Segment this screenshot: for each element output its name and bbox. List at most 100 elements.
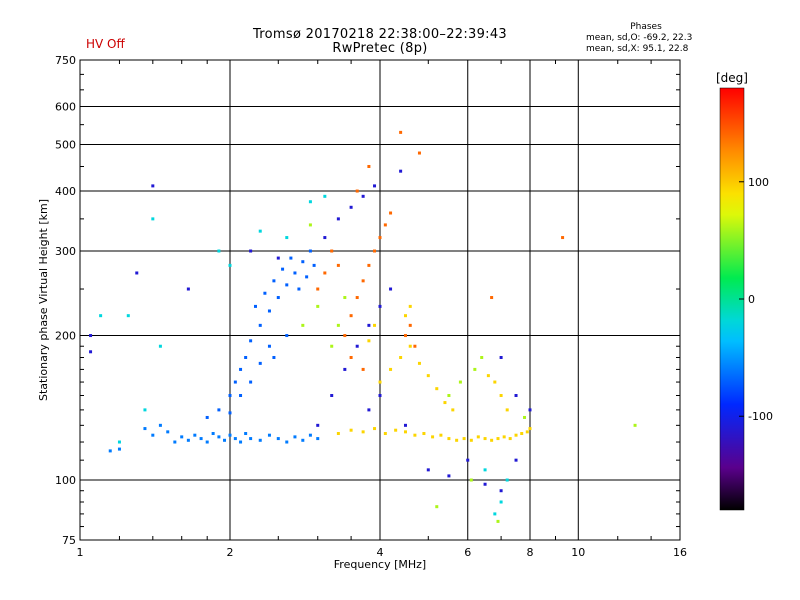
data-point — [493, 380, 497, 384]
data-point — [205, 415, 209, 419]
data-point — [367, 408, 371, 412]
x-tick-label: 16 — [673, 546, 687, 559]
data-point — [135, 271, 139, 275]
data-point — [330, 249, 334, 253]
data-point — [349, 428, 353, 432]
data-point — [193, 433, 197, 437]
data-point — [239, 367, 243, 371]
y-tick-label: 75 — [62, 534, 76, 547]
data-point — [490, 438, 494, 442]
data-point — [483, 468, 487, 472]
data-point — [469, 478, 473, 482]
data-point — [367, 164, 371, 168]
data-point — [199, 437, 203, 441]
data-point — [483, 437, 487, 441]
data-point — [267, 433, 271, 437]
data-point — [143, 427, 147, 431]
data-point — [244, 432, 248, 436]
data-point — [451, 408, 455, 412]
data-point — [249, 380, 253, 384]
data-point — [289, 256, 293, 260]
data-point — [383, 223, 387, 227]
phase-stats-x: mean, sd,X: 95.1, 22.8 — [586, 44, 689, 54]
data-point — [205, 440, 209, 444]
x-tick-label: 6 — [464, 546, 471, 559]
data-point — [323, 271, 327, 275]
data-point — [361, 194, 365, 198]
phase-stats-o: mean, sd,O: -69.2, 22.3 — [586, 33, 693, 43]
data-point — [336, 323, 340, 327]
data-point — [258, 229, 262, 233]
phase-colorbar: [deg] 100 0 -100 — [716, 71, 773, 511]
data-point — [316, 437, 320, 441]
data-point — [490, 296, 494, 300]
chart-subtitle: RwPretec (8p) — [332, 41, 428, 56]
data-point — [435, 387, 439, 391]
data-point — [108, 449, 112, 453]
data-point — [528, 408, 532, 412]
data-point — [158, 423, 162, 427]
data-point — [285, 283, 289, 287]
data-point — [383, 432, 387, 436]
data-point — [349, 355, 353, 359]
data-point — [258, 361, 262, 365]
data-point — [378, 304, 382, 308]
data-point — [263, 291, 267, 295]
data-point — [373, 249, 377, 253]
data-point — [228, 394, 232, 398]
data-point — [483, 482, 487, 486]
data-point — [378, 380, 382, 384]
data-point — [301, 323, 305, 327]
data-point — [253, 304, 257, 308]
y-axis-label: Stationary phase Virtual Height [km] — [37, 199, 50, 401]
data-point — [447, 437, 451, 441]
data-point — [496, 519, 500, 523]
data-point — [403, 314, 407, 318]
data-point — [258, 438, 262, 442]
colorbar-tick-label: 0 — [748, 293, 755, 306]
data-point — [399, 355, 403, 359]
data-point — [330, 344, 334, 348]
data-point — [244, 355, 248, 359]
data-point — [343, 367, 347, 371]
data-point — [528, 427, 532, 431]
data-point — [301, 438, 305, 442]
data-point — [158, 344, 162, 348]
data-point — [343, 296, 347, 300]
data-point — [281, 267, 285, 271]
data-point — [505, 478, 509, 482]
data-point — [403, 334, 407, 338]
data-point — [349, 205, 353, 209]
data-point — [117, 447, 121, 451]
chart-title: Tromsø 20170218 22:38:00–22:39:43 — [252, 27, 508, 42]
data-point — [117, 440, 121, 444]
data-point — [166, 430, 170, 434]
data-point — [523, 415, 527, 419]
data-point — [367, 263, 371, 267]
data-point — [408, 344, 412, 348]
y-tick-label: 500 — [55, 139, 76, 152]
data-point — [514, 394, 518, 398]
data-point — [447, 394, 451, 398]
data-point — [417, 151, 421, 155]
data-point — [267, 344, 271, 348]
data-point — [426, 374, 430, 378]
data-point — [408, 323, 412, 327]
data-point — [233, 437, 237, 441]
data-point — [217, 435, 221, 439]
data-point — [258, 323, 262, 327]
data-point — [151, 184, 155, 188]
data-point — [520, 432, 524, 436]
data-point — [305, 275, 309, 279]
data-point — [417, 361, 421, 365]
data-point — [367, 323, 371, 327]
data-point — [272, 355, 276, 359]
colorbar-label: [deg] — [716, 71, 748, 85]
data-point — [228, 263, 232, 267]
data-point — [267, 309, 271, 313]
data-point — [399, 169, 403, 173]
data-point — [301, 260, 305, 264]
y-tick-label: 100 — [55, 474, 76, 487]
data-point — [276, 256, 280, 260]
data-point — [403, 430, 407, 434]
